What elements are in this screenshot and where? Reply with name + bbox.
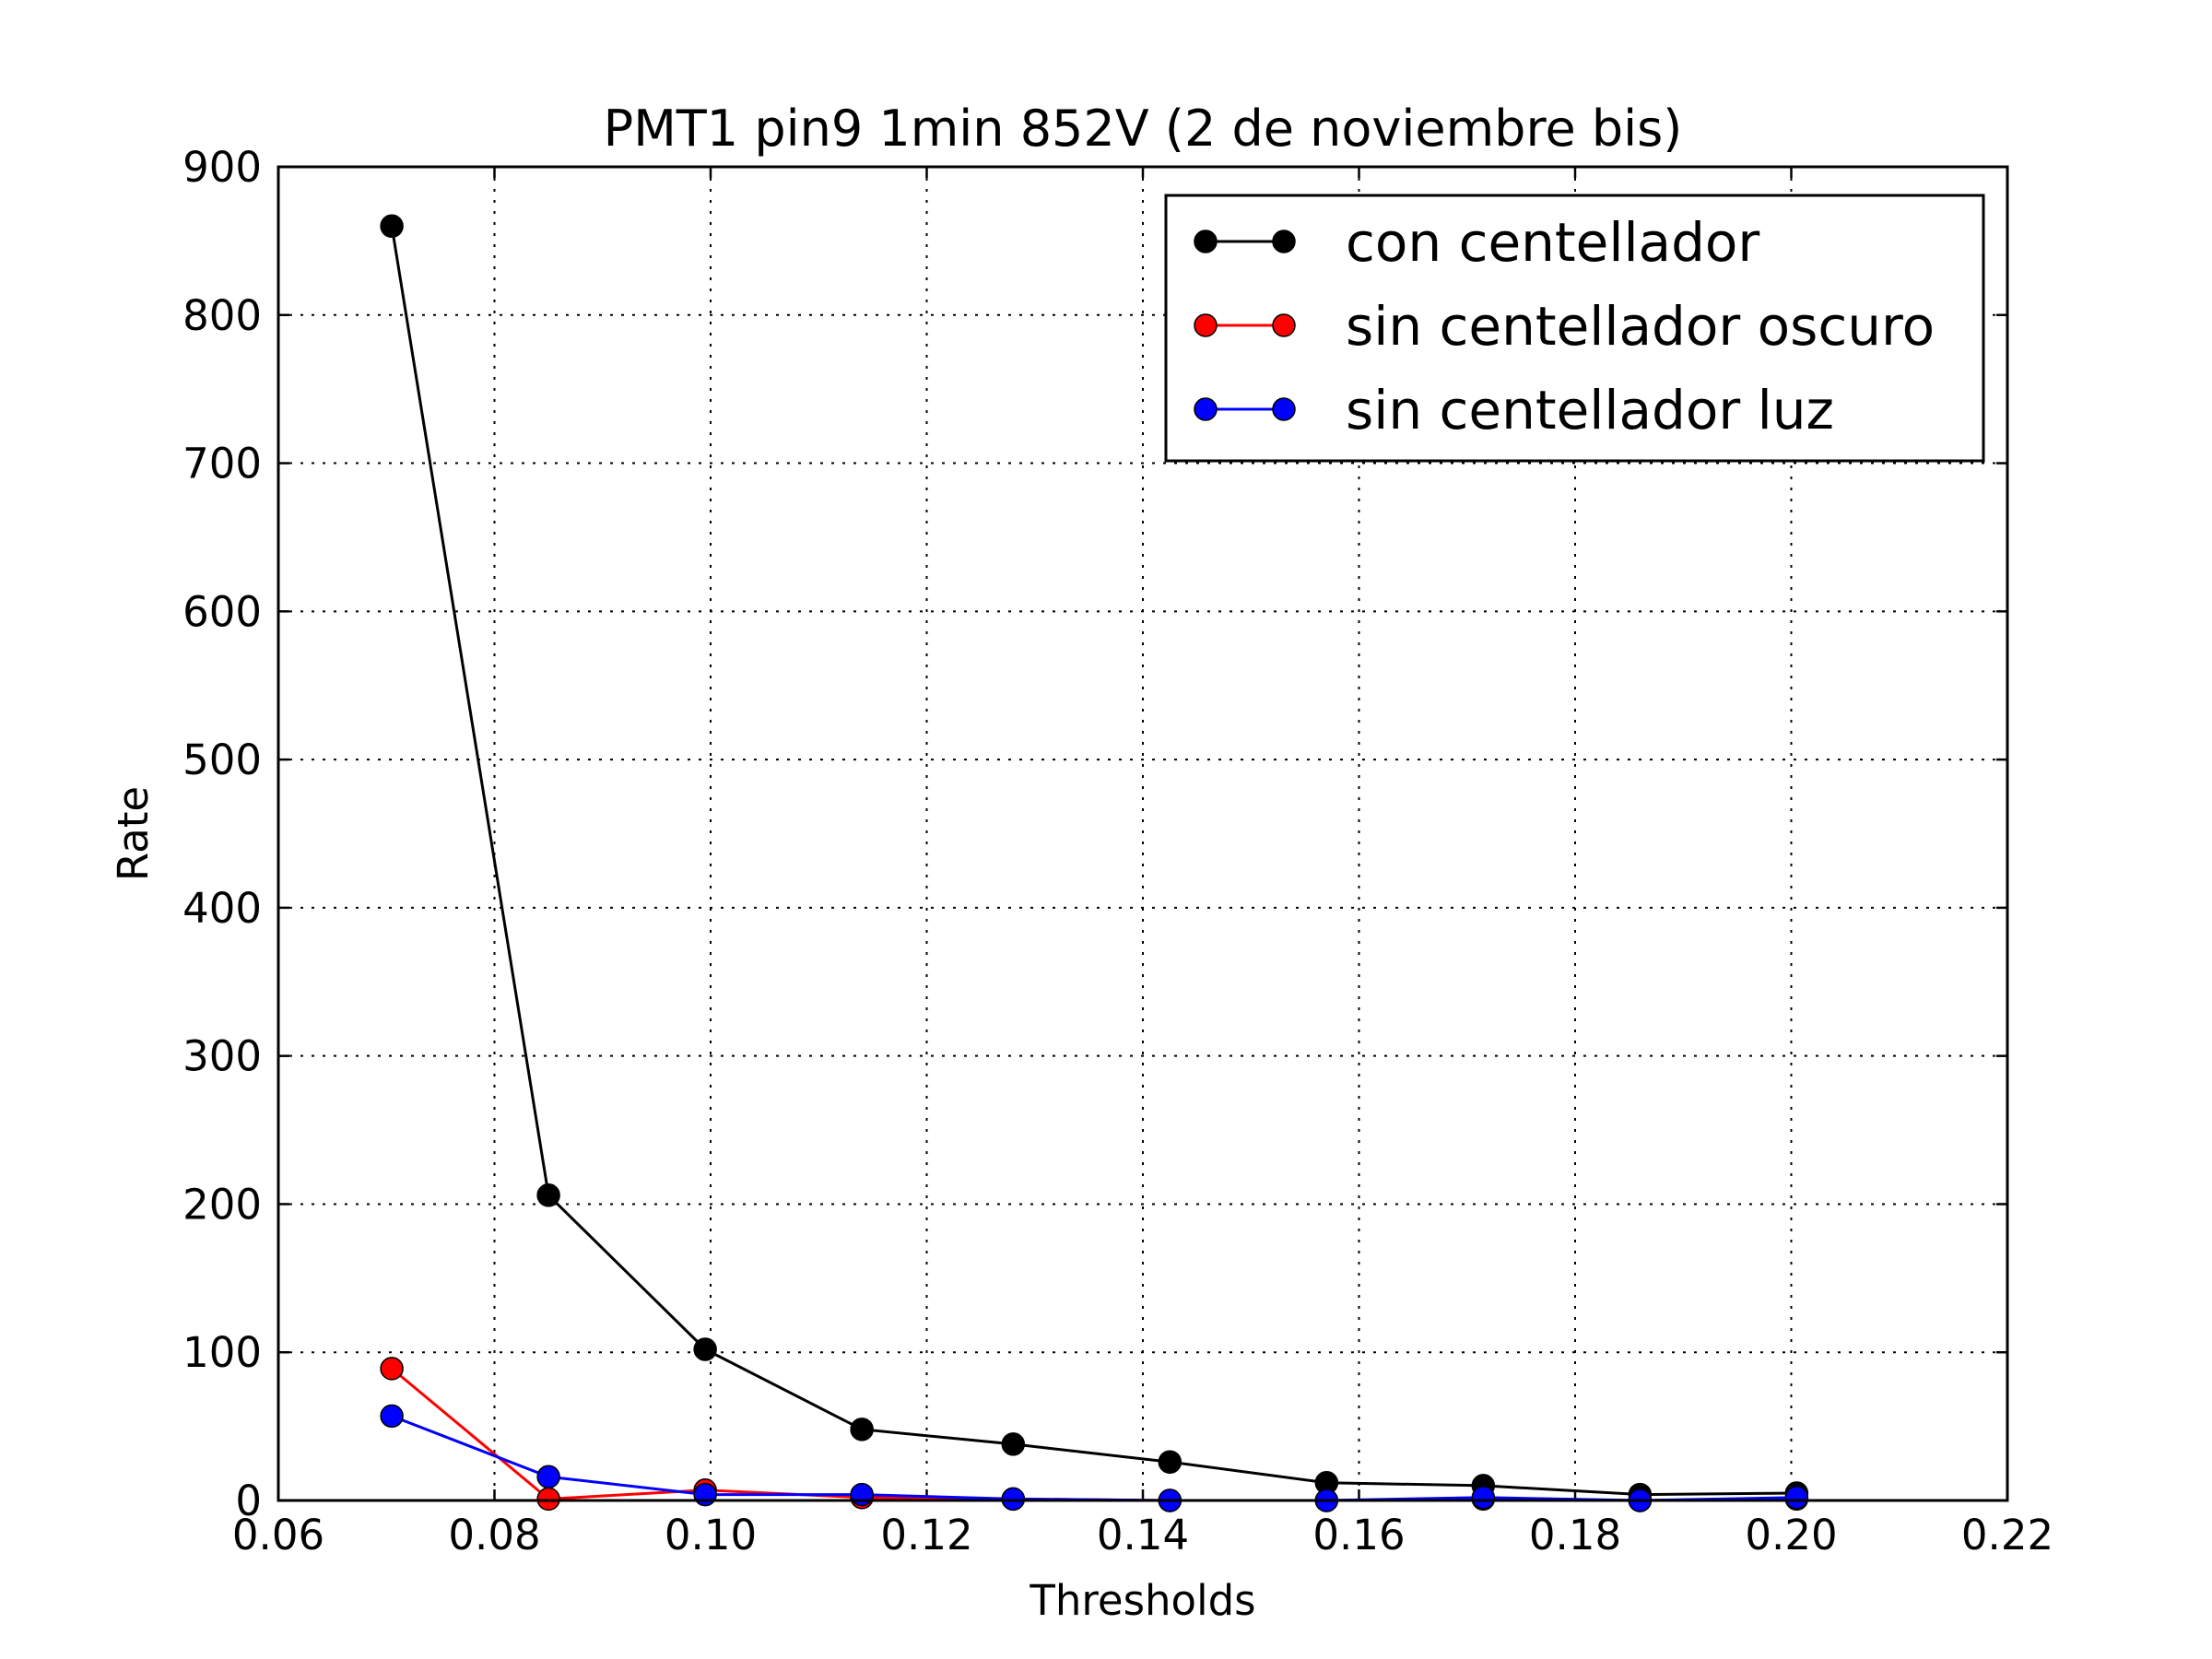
- x-tick-label: 0.08: [448, 1511, 540, 1559]
- y-tick-label: 900: [182, 143, 262, 192]
- data-point: [536, 1487, 560, 1512]
- x-tick-label: 0.18: [1529, 1511, 1621, 1559]
- y-tick-label: 800: [182, 291, 262, 340]
- y-tick-label: 700: [182, 440, 262, 488]
- data-point: [1471, 1486, 1496, 1510]
- legend-label: sin centellador luz: [1346, 379, 1834, 441]
- data-point: [536, 1183, 560, 1207]
- y-tick-label: 500: [182, 735, 262, 784]
- legend-box: [1164, 194, 1985, 463]
- chart-title: PMT1 pin9 1min 852V (2 de noviembre bis): [604, 100, 1683, 158]
- x-tick-label: 0.10: [665, 1511, 757, 1559]
- y-axis-label: Rate: [109, 786, 158, 881]
- legend-marker: [1194, 397, 1218, 421]
- data-point: [380, 1357, 404, 1381]
- y-tick-label: 0: [235, 1477, 262, 1525]
- legend-marker: [1272, 229, 1296, 253]
- legend-marker: [1272, 313, 1296, 337]
- series-line: [390, 226, 1797, 1497]
- x-tick-label: 0.06: [232, 1511, 324, 1559]
- y-tick-label: 300: [182, 1032, 262, 1081]
- legend-marker: [1272, 397, 1296, 421]
- x-tick-label: 0.14: [1097, 1511, 1189, 1559]
- legend: con centellador sin centellador oscuro sin…: [1164, 194, 1985, 463]
- legend-label: con centellador: [1346, 211, 1759, 274]
- x-tick-label: 0.12: [880, 1511, 972, 1559]
- legend-label: sin centellador oscuro: [1346, 295, 1935, 358]
- data-point: [850, 1418, 874, 1441]
- legend-marker: [1194, 229, 1218, 253]
- data-point: [850, 1482, 874, 1507]
- x-axis-label: Thresholds: [1029, 1576, 1255, 1625]
- y-tick-label: 100: [182, 1328, 262, 1377]
- legend-item: sin centellador oscuro: [1194, 295, 1935, 358]
- data-point: [1001, 1432, 1026, 1456]
- y-tick-label: 400: [182, 884, 262, 933]
- x-tick-label: 0.16: [1312, 1511, 1405, 1559]
- data-point: [1784, 1486, 1809, 1510]
- data-point: [1001, 1487, 1026, 1512]
- data-point: [536, 1465, 560, 1489]
- data-point: [380, 1404, 404, 1429]
- legend-item: sin centellador luz: [1194, 379, 1834, 441]
- data-point: [380, 214, 404, 239]
- data-point: [693, 1337, 717, 1361]
- legend-item: con centellador: [1194, 211, 1759, 274]
- x-tick-label: 0.22: [1961, 1511, 2053, 1559]
- data-point: [1158, 1450, 1182, 1474]
- legend-marker: [1194, 313, 1218, 337]
- y-tick-label: 600: [182, 587, 262, 636]
- axes-frame: [276, 165, 2009, 1502]
- axis-ticks: 0.06 0.08 0.10 0.12 0.14 0.16 0.18 0.20 0.22 0 100…: [182, 143, 2053, 1559]
- y-tick-label: 200: [182, 1180, 262, 1229]
- x-tick-label: 0.20: [1745, 1511, 1837, 1559]
- data-point: [693, 1482, 717, 1507]
